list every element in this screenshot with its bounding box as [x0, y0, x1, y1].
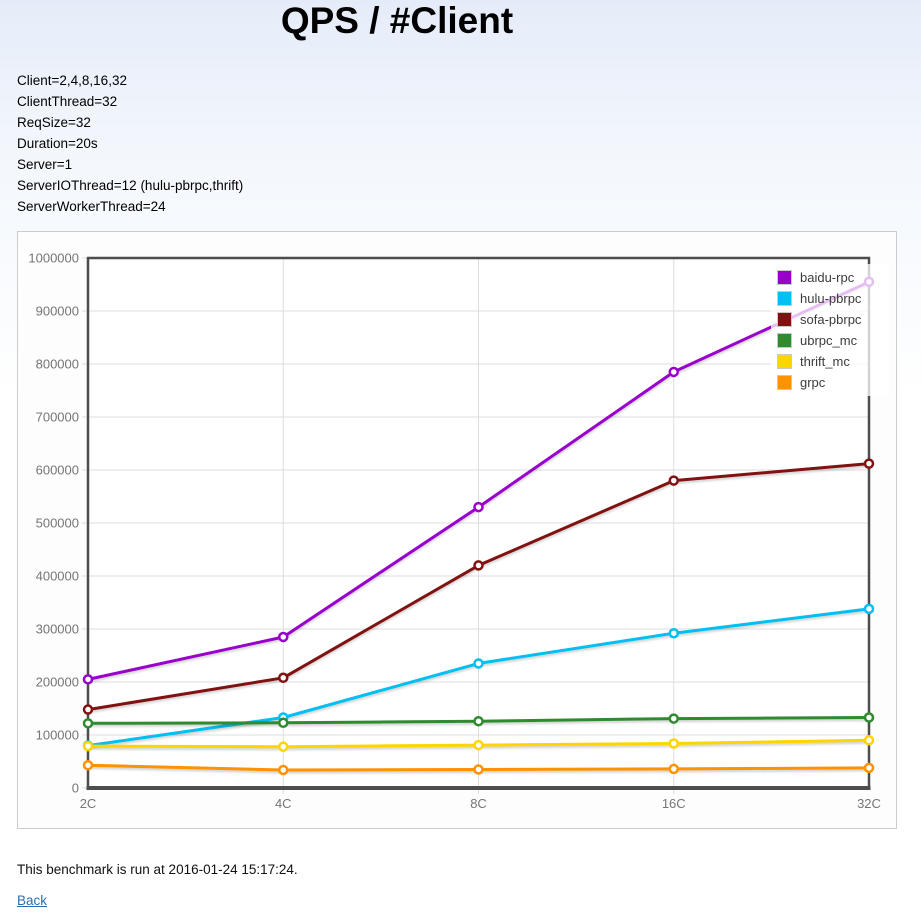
- data-point-ubrpc_mc-16C: [668, 713, 679, 724]
- data-point-thrift_mc-16C: [668, 738, 679, 749]
- data-point-sofa-pbrpc-8C: [473, 560, 484, 571]
- y-tick-label: 100000: [36, 728, 79, 743]
- y-tick-label: 600000: [36, 463, 79, 478]
- data-point-grpc-8C: [473, 764, 484, 775]
- legend-item-sofa-pbrpc: sofa-pbrpc: [777, 309, 889, 330]
- y-tick-label: 0: [72, 781, 79, 796]
- legend-label: sofa-pbrpc: [800, 312, 862, 327]
- y-tick-label: 1000000: [28, 251, 79, 266]
- legend-label: grpc: [800, 375, 826, 390]
- x-tick-label: 4C: [275, 796, 292, 811]
- legend-item-ubrpc_mc: ubrpc_mc: [777, 330, 889, 351]
- data-point-grpc-2C: [82, 759, 94, 771]
- data-point-thrift_mc-8C: [473, 739, 484, 751]
- data-point-hulu-pbrpc-16C: [668, 627, 679, 639]
- benchmark-params: Client=2,4,8,16,32 ClientThread=32 ReqSi…: [17, 70, 243, 217]
- data-point-hulu-pbrpc-32C: [863, 603, 875, 615]
- x-tick-label: 16C: [662, 796, 686, 811]
- data-point-baidu-rpc-8C: [473, 501, 484, 513]
- x-tick-label: 2C: [80, 796, 97, 811]
- data-point-ubrpc_mc-2C: [82, 718, 94, 729]
- x-tick-label: 8C: [470, 796, 487, 811]
- data-point-thrift_mc-4C: [278, 741, 289, 752]
- y-tick-label: 800000: [36, 357, 79, 372]
- data-point-baidu-rpc-16C: [668, 366, 679, 378]
- y-tick-label: 900000: [36, 304, 79, 319]
- data-point-grpc-32C: [863, 762, 875, 774]
- data-point-sofa-pbrpc-2C: [82, 704, 94, 715]
- legend-swatch-hulu-pbrpc: [777, 291, 792, 306]
- legend-item-baidu-rpc: baidu-rpc: [777, 267, 889, 288]
- y-tick-label: 200000: [36, 675, 79, 690]
- param-server-io-thread: ServerIOThread=12 (hulu-pbrpc,thrift): [17, 178, 244, 193]
- legend-label: baidu-rpc: [800, 270, 855, 285]
- param-duration: Duration=20s: [17, 136, 98, 151]
- legend-label: thrift_mc: [800, 354, 850, 369]
- qps-chart-panel: 0 100000 200000 300000 400000 500000 600000 700…: [17, 231, 897, 829]
- data-point-baidu-rpc-2C: [82, 674, 94, 685]
- y-tick-label: 700000: [36, 410, 79, 425]
- data-point-baidu-rpc-4C: [278, 631, 289, 643]
- legend-swatch-sofa-pbrpc: [777, 312, 792, 327]
- legend-label: ubrpc_mc: [800, 333, 858, 348]
- legend-swatch-ubrpc_mc: [777, 333, 792, 348]
- legend-swatch-grpc: [777, 375, 792, 390]
- param-req-size: ReqSize=32: [17, 115, 91, 130]
- data-point-ubrpc_mc-4C: [278, 717, 289, 729]
- legend-label: hulu-pbrpc: [800, 291, 862, 306]
- benchmark-timestamp-note: This benchmark is run at 2016-01-24 15:1…: [17, 862, 298, 877]
- data-point-grpc-16C: [668, 763, 679, 775]
- data-point-ubrpc_mc-8C: [473, 715, 484, 727]
- y-tick-label: 400000: [36, 569, 79, 584]
- back-link[interactable]: Back: [17, 893, 48, 908]
- param-client-thread: ClientThread=32: [17, 94, 118, 109]
- param-client: Client=2,4,8,16,32: [17, 73, 127, 88]
- page-title: QPS / #Client: [280, 0, 514, 41]
- legend-item-grpc: grpc: [777, 372, 889, 393]
- y-tick-label: 300000: [36, 622, 79, 637]
- legend-item-thrift_mc: thrift_mc: [777, 351, 889, 372]
- data-point-thrift_mc-2C: [82, 740, 94, 752]
- x-tick-label: 32C: [857, 796, 881, 811]
- data-point-sofa-pbrpc-4C: [278, 672, 289, 684]
- legend-swatch-baidu-rpc: [777, 270, 792, 285]
- param-server-worker-thread: ServerWorkerThread=24: [17, 199, 166, 214]
- data-point-hulu-pbrpc-8C: [473, 658, 484, 669]
- legend-swatch-thrift_mc: [777, 354, 792, 369]
- y-tick-label: 500000: [36, 516, 79, 531]
- data-point-grpc-4C: [278, 764, 289, 776]
- qps-line-chart: 0 100000 200000 300000 400000 500000 600000 700…: [28, 251, 881, 812]
- data-point-ubrpc_mc-32C: [863, 712, 875, 723]
- legend-item-hulu-pbrpc: hulu-pbrpc: [777, 288, 889, 309]
- data-point-thrift_mc-32C: [863, 735, 875, 746]
- data-point-sofa-pbrpc-32C: [863, 458, 875, 469]
- data-point-sofa-pbrpc-16C: [668, 475, 679, 486]
- param-server: Server=1: [17, 157, 73, 172]
